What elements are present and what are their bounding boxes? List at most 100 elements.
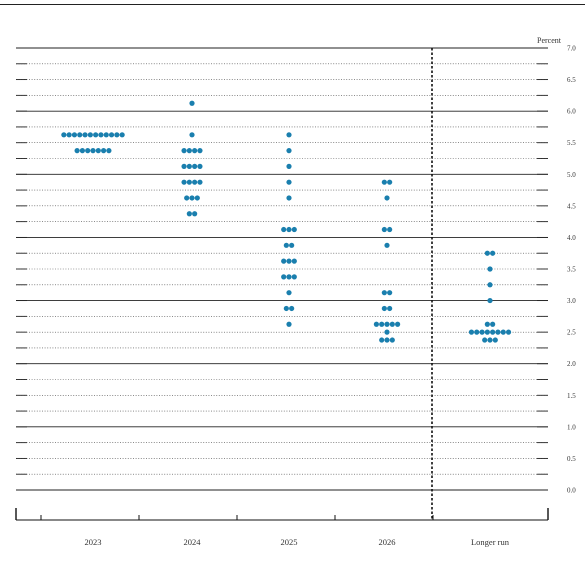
projection-dot [500,329,506,335]
y-tick-label: 5.5 [567,139,576,147]
grid-layer [16,47,548,491]
y-tick-label: 1.5 [567,392,576,400]
projection-dot [379,337,385,343]
projection-dot [387,179,393,185]
projection-dot [119,132,125,138]
projection-dot [61,132,67,138]
y-tick-label: 2.0 [567,360,576,368]
projection-dot [108,132,115,138]
projection-dot [395,321,401,327]
projection-dot [197,148,203,154]
projection-dot [389,321,395,327]
projection-dot [389,337,395,343]
y-tick-label: 6.5 [567,76,576,84]
projection-dot [77,132,83,138]
projection-dot [286,258,292,264]
projection-dot [192,163,198,169]
y-tick-label: 3.0 [567,297,576,305]
projection-dot [384,337,390,343]
projection-dot [98,132,104,138]
projection-dot [87,132,93,138]
y-tick-label: 1.0 [567,423,576,431]
x-category-label: 2023 [85,537,102,547]
projection-dot [286,132,292,138]
projection-dot [291,226,297,233]
projection-dot [181,179,187,185]
projection-dot [484,329,490,335]
y-axis-unit-label: Percent [537,36,562,45]
projection-dot [286,226,292,233]
projection-dot [505,329,512,335]
projection-dot [66,132,72,138]
axis-layer: 0.0 0.5 1.0 1.5 2.0 2.5 3.0 3.5 4.0 4.5 5.0 5.5 6.0 6… [15,45,576,547]
projection-dot [194,195,200,201]
projection-dot [490,329,496,335]
y-tick-label: 4.0 [567,234,576,242]
projection-dot [186,163,192,169]
projection-dot [487,337,493,343]
projection-dot [197,179,203,185]
y-tick-label: 7.0 [567,45,576,53]
projection-dot [289,242,295,248]
projection-dot [181,148,187,154]
y-tick-label: 2.5 [567,329,576,337]
projection-dot [114,132,120,138]
projection-dot [492,337,498,343]
projection-dot [85,148,91,154]
projection-dot [286,290,292,296]
projection-dot [184,195,190,201]
projection-dot [387,305,393,312]
projection-dot [79,148,85,154]
projection-dot [286,179,292,185]
projection-dot [283,305,289,312]
projection-dot [490,321,496,327]
projection-dot [479,329,485,335]
projection-dot [381,179,387,185]
projection-dot [189,100,195,106]
projection-dot [197,163,203,169]
projection-dot [101,148,107,154]
projection-dot [474,329,480,335]
y-tick-label: 0.0 [567,487,576,495]
projection-dot [90,148,96,154]
projection-dot [482,337,488,343]
projection-dot [186,179,192,185]
projection-dot [286,163,292,169]
projection-dot [381,226,387,233]
x-category-label: 2024 [184,537,202,547]
projection-dot [74,148,80,154]
y-tick-label: 0.5 [567,455,576,463]
projection-dot [95,148,101,154]
projection-dot [490,250,496,256]
projection-dot [186,211,192,217]
projection-dot [286,321,292,327]
projection-dot [189,132,195,138]
projection-dot [71,132,78,138]
projection-dot [484,250,490,256]
projection-dot [384,242,390,248]
projection-dot [192,148,198,154]
projection-dot [192,211,198,217]
projection-dot [181,163,187,169]
projection-dot [487,282,493,288]
projection-dot [192,179,198,185]
projection-dot [286,148,292,154]
x-category-label: 2025 [281,537,298,547]
projection-dot [286,274,292,280]
projection-dot [487,266,493,272]
projection-dot [387,290,393,296]
projection-dot [281,258,287,264]
projection-dot [281,226,287,233]
projection-dot [484,321,490,327]
y-tick-label: 4.5 [567,202,576,210]
projection-dot [189,195,195,201]
projection-dot [93,132,99,138]
projection-dot [186,148,192,154]
dots-layer [61,100,512,343]
projection-dot [379,321,385,327]
projection-dot [373,321,379,327]
projection-dot [384,195,390,201]
x-category-label: Longer run [471,537,510,547]
